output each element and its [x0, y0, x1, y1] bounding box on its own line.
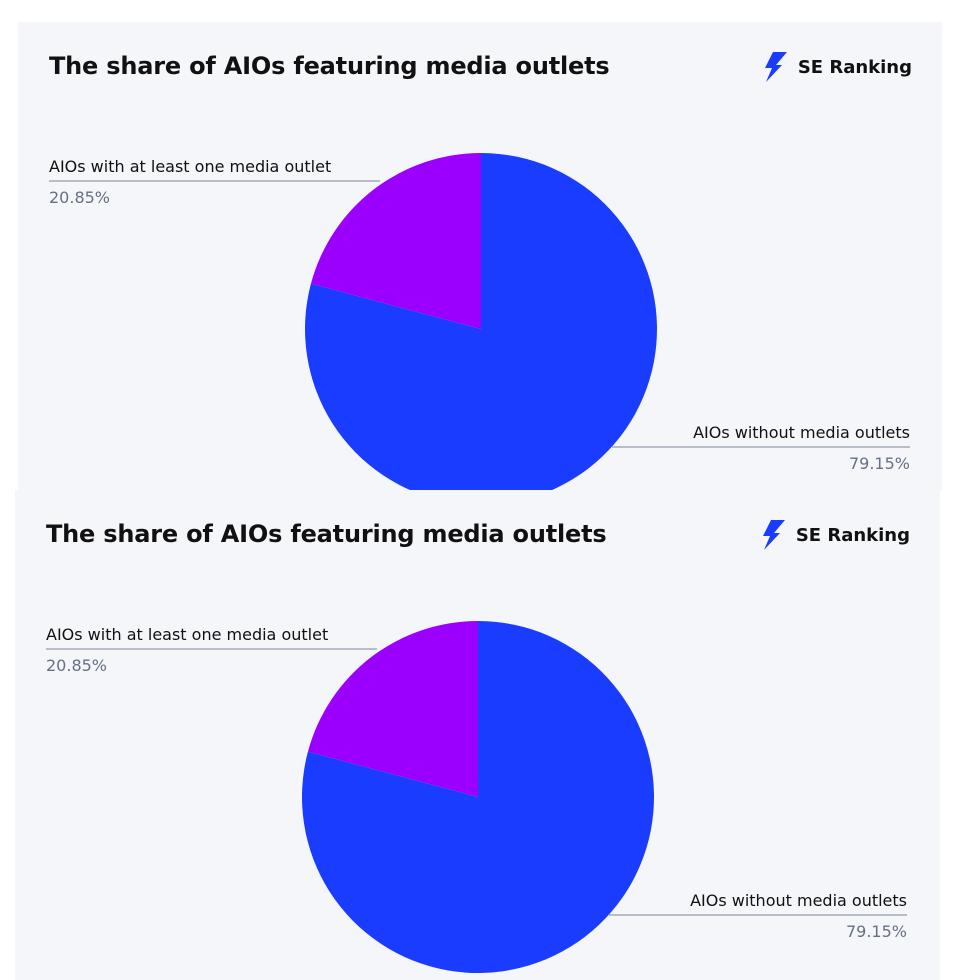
slice-value-without-media: 79.15%	[849, 454, 910, 473]
chart-panel-2: The share of AIOs featuring media outlet…	[15, 490, 940, 980]
pie-chart: AIOs with at least one media outlet 20.8…	[46, 621, 907, 973]
brand-logo: SE Ranking	[760, 520, 910, 550]
pie-slice-without-media	[305, 153, 657, 490]
chart-title: The share of AIOs featuring media outlet…	[49, 52, 610, 80]
se-ranking-logo-icon	[762, 520, 785, 550]
brand-name: SE Ranking	[797, 56, 912, 78]
slice-label-with-media: AIOs with at least one media outlet	[49, 157, 331, 176]
slice-label-without-media: AIOs without media outlets	[690, 891, 907, 910]
brand-logo: SE Ranking	[762, 52, 912, 82]
pie-slice-without-media	[302, 621, 655, 973]
brand-name: SE Ranking	[795, 524, 910, 546]
se-ranking-logo-icon	[764, 52, 787, 82]
chart-title: The share of AIOs featuring media outlet…	[46, 520, 607, 548]
pie-slice-with-media	[310, 153, 481, 329]
slice-value-without-media: 79.15%	[846, 922, 907, 941]
slice-label-with-media: AIOs with at least one media outlet	[46, 625, 328, 644]
slice-value-with-media: 20.85%	[46, 656, 107, 675]
chart-panel-1: The share of AIOs featuring media outlet…	[18, 22, 942, 490]
slice-value-with-media: 20.85%	[49, 188, 110, 207]
pie-slice-with-media	[307, 621, 478, 797]
pie-chart: AIOs with at least one media outlet 20.8…	[49, 153, 910, 490]
slice-label-without-media: AIOs without media outlets	[693, 423, 910, 442]
